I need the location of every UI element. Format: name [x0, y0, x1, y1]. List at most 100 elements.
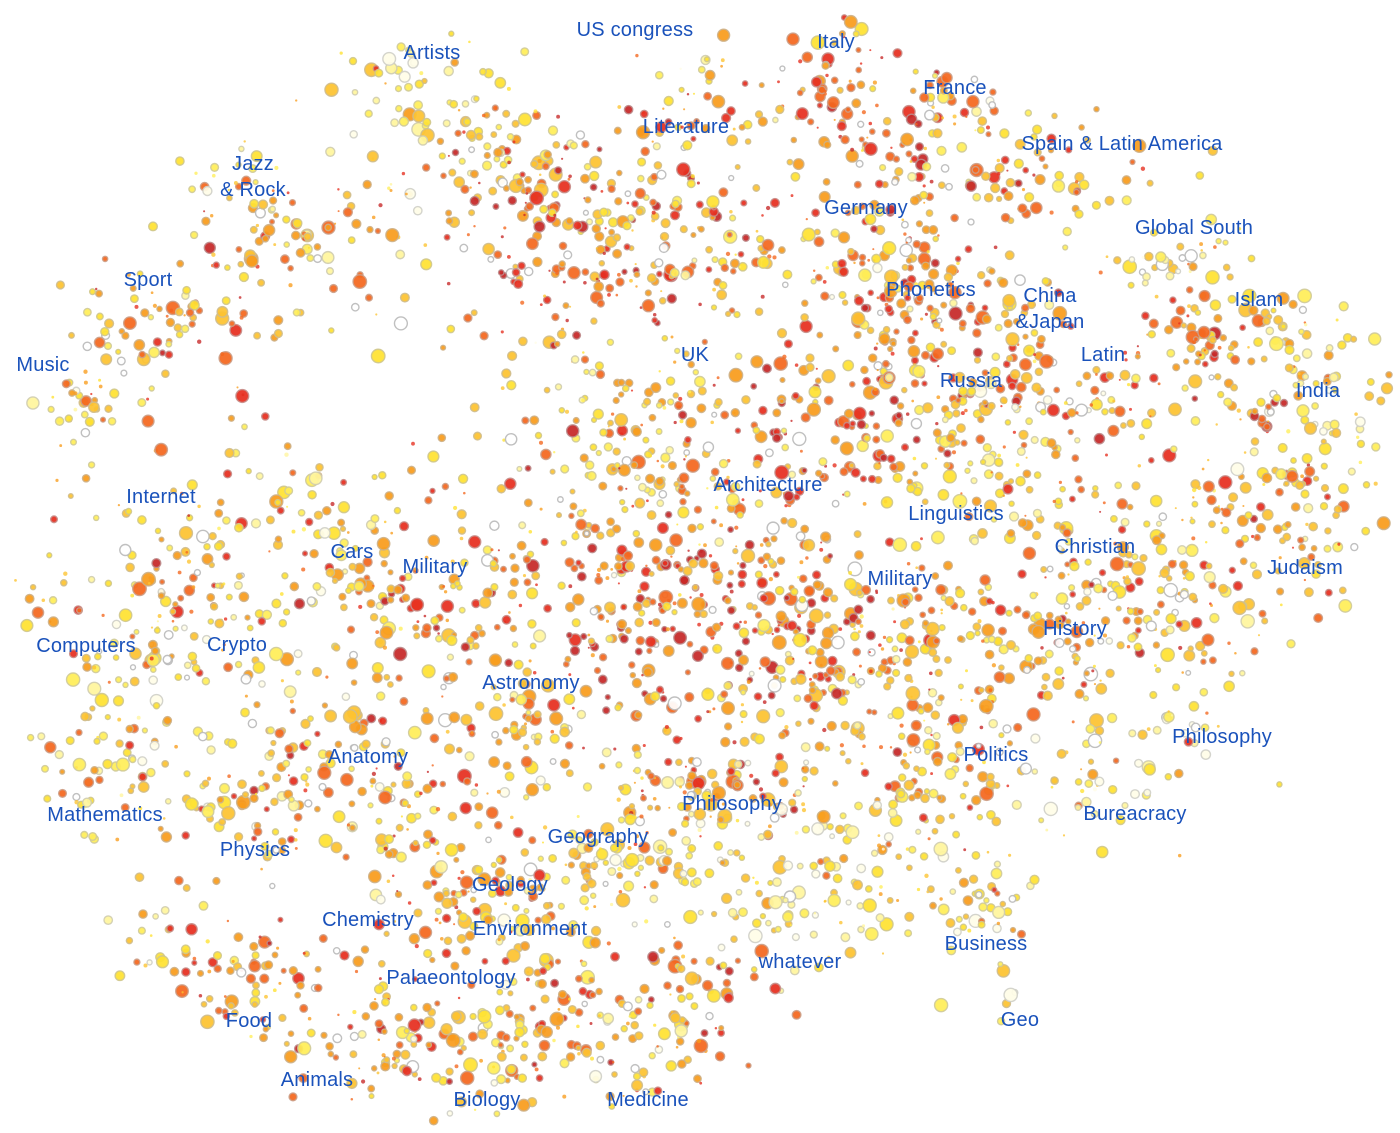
scatter-point	[422, 1016, 436, 1030]
scatter-point	[818, 457, 828, 467]
scatter-point	[177, 594, 185, 602]
scatter-point	[1278, 556, 1282, 560]
scatter-point	[614, 561, 623, 571]
scatter-point	[656, 270, 663, 278]
scatter-point	[470, 788, 479, 797]
scatter-point	[1149, 228, 1159, 237]
scatter-point	[726, 106, 736, 116]
scatter-point	[429, 733, 440, 744]
scatter-point	[936, 395, 941, 400]
scatter-point	[497, 938, 501, 942]
scatter-point	[919, 611, 927, 619]
scatter-point	[588, 976, 595, 984]
scatter-point	[855, 46, 862, 54]
scatter-point	[137, 515, 147, 525]
scatter-point	[374, 781, 385, 792]
scatter-point	[944, 656, 952, 664]
scatter-point	[771, 635, 787, 651]
scatter-point	[576, 815, 580, 818]
scatter-point	[800, 412, 811, 423]
scatter-point	[165, 317, 176, 328]
scatter-point	[992, 923, 1002, 934]
scatter-point	[699, 835, 702, 838]
scatter-point	[623, 243, 631, 251]
scatter-point	[878, 163, 887, 172]
scatter-point	[905, 241, 908, 244]
scatter-point	[528, 659, 532, 663]
scatter-point	[767, 254, 772, 259]
scatter-point	[164, 797, 172, 805]
scatter-point	[411, 441, 415, 446]
scatter-point	[949, 298, 958, 308]
scatter-point	[635, 834, 639, 839]
scatter-point	[1051, 112, 1058, 120]
scatter-point	[152, 337, 163, 347]
scatter-point	[886, 454, 896, 464]
scatter-point	[940, 608, 944, 612]
scatter-point	[565, 926, 576, 937]
scatter-point	[625, 487, 628, 490]
scatter-point	[862, 744, 866, 749]
scatter-point	[1187, 645, 1194, 652]
scatter-point	[1215, 423, 1218, 426]
scatter-point	[641, 673, 644, 677]
scatter-point	[878, 462, 881, 465]
scatter-point	[562, 302, 570, 310]
scatter-point	[745, 1062, 752, 1069]
scatter-point	[587, 543, 598, 554]
scatter-point	[337, 501, 351, 514]
scatter-point	[478, 596, 492, 609]
scatter-point	[688, 558, 699, 569]
scatter-point	[185, 923, 198, 936]
scatter-point	[524, 464, 532, 472]
scatter-point	[1123, 350, 1128, 355]
scatter-point	[893, 620, 897, 624]
scatter-point	[288, 1092, 298, 1102]
scatter-point	[845, 149, 859, 163]
scatter-point	[896, 789, 906, 799]
scatter-point	[979, 786, 994, 802]
scatter-point	[983, 897, 990, 904]
scatter-point	[1338, 598, 1353, 613]
scatter-point	[636, 174, 645, 183]
scatter-point	[816, 126, 819, 129]
scatter-point	[1064, 537, 1073, 546]
scatter-point	[949, 374, 953, 379]
scatter-point	[538, 173, 542, 176]
scatter-point	[162, 715, 173, 726]
scatter-point	[569, 502, 578, 511]
scatter-point	[1002, 293, 1016, 308]
scatter-point	[211, 173, 216, 178]
scatter-point	[129, 284, 137, 292]
scatter-point	[1117, 525, 1127, 534]
scatter-point	[957, 683, 964, 690]
scatter-point	[902, 657, 913, 667]
scatter-point	[482, 242, 495, 256]
scatter-point	[372, 96, 381, 105]
scatter-point	[811, 822, 825, 836]
scatter-point	[879, 453, 888, 463]
scatter-point	[869, 49, 872, 52]
scatter-point	[937, 234, 940, 237]
scatter-point	[1227, 294, 1237, 304]
scatter-point	[696, 1038, 702, 1044]
scatter-point	[655, 476, 665, 486]
scatter-point	[845, 899, 852, 906]
scatter-point	[1039, 408, 1047, 416]
scatter-point	[338, 592, 347, 601]
scatter-point	[460, 870, 465, 875]
scatter-point	[595, 987, 603, 996]
scatter-point	[772, 116, 779, 124]
scatter-point	[856, 863, 867, 874]
scatter-point	[157, 614, 162, 618]
scatter-point	[720, 410, 730, 420]
scatter-point	[1155, 667, 1162, 674]
scatter-point	[911, 329, 919, 337]
scatter-point	[73, 407, 78, 412]
scatter-point	[127, 787, 135, 795]
scatter-point	[583, 368, 590, 376]
scatter-point	[748, 670, 755, 677]
scatter-point	[1146, 727, 1151, 731]
scatter-point	[1051, 449, 1061, 460]
scatter-point	[98, 384, 103, 389]
